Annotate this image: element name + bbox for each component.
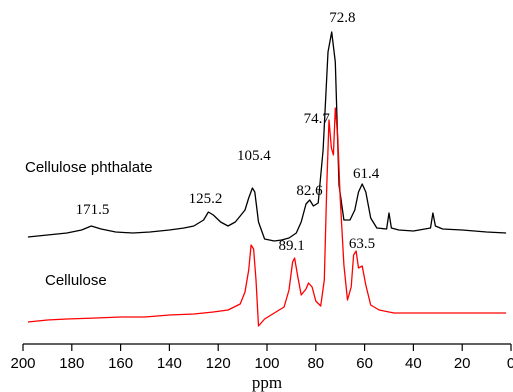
peak-label: 61.4 xyxy=(353,166,380,182)
x-tick-label: 180 xyxy=(59,355,84,372)
series-label-cellulose: Cellulose xyxy=(45,272,107,289)
peak-labels: 72.8 74.7 105.4 82.6 61.4 171.5 125.2 89.1 63.5 xyxy=(76,10,380,254)
peak-label: 105.4 xyxy=(237,148,271,164)
peak-label: 89.1 xyxy=(278,238,304,254)
peak-label: 63.5 xyxy=(349,236,375,252)
x-tick-label: 200 xyxy=(10,355,35,372)
x-tick-label: 120 xyxy=(206,355,231,372)
peak-label: 171.5 xyxy=(76,202,110,218)
peak-label: 125.2 xyxy=(189,191,223,207)
peak-label: 82.6 xyxy=(296,183,323,199)
x-axis-title: ppm xyxy=(252,373,282,392)
x-tick-label: 80 xyxy=(307,355,324,372)
x-axis-ticks: 200 180 160 140 120 100 80 60 40 20 0 xyxy=(10,344,513,372)
peak-label: 74.7 xyxy=(304,111,331,127)
x-tick-label: 100 xyxy=(254,355,279,372)
x-tick-label: 160 xyxy=(108,355,133,372)
x-tick-label: 20 xyxy=(454,355,471,372)
series-line-cellulose xyxy=(27,107,507,327)
x-tick-label: 40 xyxy=(405,355,422,372)
peak-label: 72.8 xyxy=(329,10,355,26)
x-tick-label: 140 xyxy=(157,355,182,372)
series-line-cellulose-phthalate xyxy=(27,31,507,242)
x-tick-label: 0 xyxy=(507,355,513,372)
series-lines xyxy=(27,31,507,327)
series-label-cellulose-phthalate: Cellulose phthalate xyxy=(25,159,153,176)
x-tick-label: 60 xyxy=(356,355,373,372)
